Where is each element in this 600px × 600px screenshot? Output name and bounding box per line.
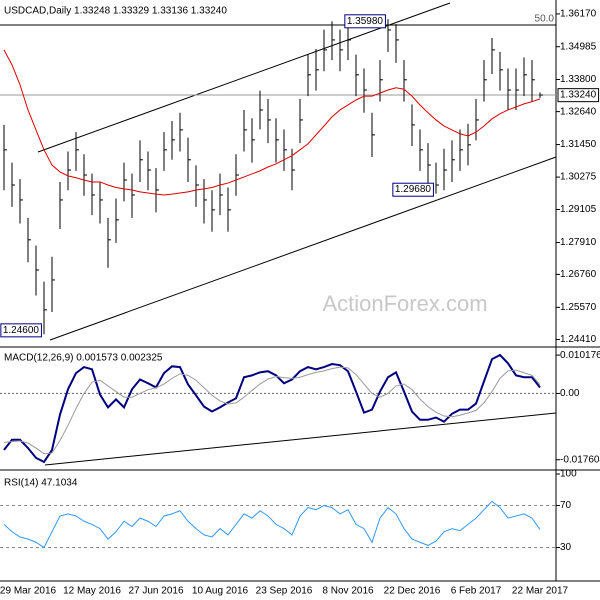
x-tick-label: 12 May 2016	[63, 586, 121, 597]
y-tick-label: 100	[560, 469, 577, 480]
x-tick-label: 10 Aug 2016	[192, 586, 249, 597]
y-tick-label: 1.33800	[560, 74, 597, 85]
y-tick-label: 1.34985	[560, 41, 597, 52]
label-box	[0, 323, 42, 338]
y-tick-label: 1.27910	[560, 237, 597, 248]
trendline	[44, 412, 557, 466]
price-line-label: 1.33240	[560, 90, 597, 101]
y-tick-label: 0.00	[560, 388, 580, 399]
y-tick-label: 70	[560, 500, 572, 511]
indicator-line	[3, 353, 541, 464]
label-box	[392, 182, 434, 197]
indicator-line	[3, 500, 541, 549]
x-tick-label: 22 Mar 2017	[512, 586, 569, 597]
y-tick-label: 30	[560, 542, 572, 553]
x-tick-label: 8 Nov 2016	[322, 586, 374, 597]
watermark: ActionForex.com	[322, 291, 487, 316]
panel-title: MACD(12,26,9) 0.001573 0.002325	[4, 353, 163, 364]
y-tick-label: 1.32640	[560, 106, 597, 117]
y-tick-label: -0.017604	[560, 454, 600, 465]
panel-title: USDCAD,Daily 1.33248 1.33329 1.33136 1.3…	[4, 6, 227, 17]
y-tick-label: 1.26760	[560, 269, 597, 280]
price-annotation: 1.29680	[395, 184, 432, 195]
y-tick-label: 1.36170	[560, 9, 597, 20]
x-tick-label: 29 Mar 2016	[0, 586, 57, 597]
label-box	[557, 88, 600, 103]
y-tick-label: 1.29105	[560, 204, 597, 215]
price-annotation: 1.24600	[3, 325, 40, 336]
y-tick-label: 1.31450	[560, 139, 597, 150]
y-tick-label: 0.010176	[560, 350, 600, 361]
price-annotation: 1.35980	[347, 16, 384, 27]
y-tick-label: 1.30275	[560, 172, 597, 183]
y-tick-label: 1.25570	[560, 302, 597, 313]
label-box	[344, 14, 386, 29]
x-tick-label: 6 Feb 2017	[451, 586, 502, 597]
moving-average	[3, 49, 541, 196]
x-tick-label: 27 Jun 2016	[128, 586, 183, 597]
x-tick-label: 22 Dec 2016	[384, 586, 441, 597]
trendline	[49, 156, 557, 341]
indicator-line	[3, 366, 541, 455]
fib-label: 50.0	[535, 14, 555, 25]
x-tick-label: 23 Sep 2016	[256, 586, 313, 597]
panel-title: RSI(14) 47.1034	[4, 478, 78, 489]
y-tick-label: 1.24410	[560, 334, 597, 345]
